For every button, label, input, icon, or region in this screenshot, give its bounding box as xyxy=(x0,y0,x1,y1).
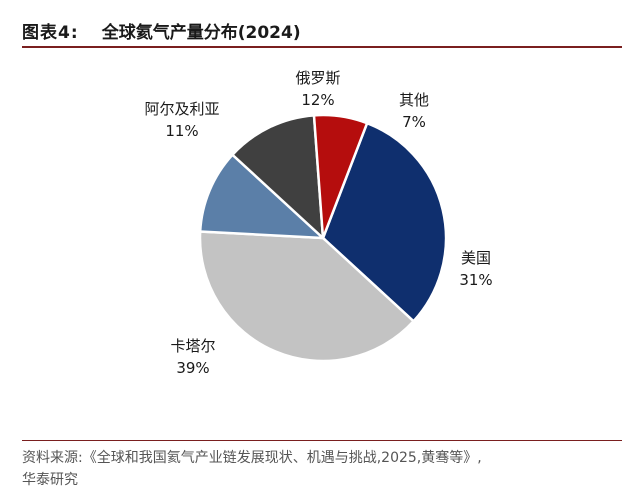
slice-value-label-2: 11% xyxy=(165,122,198,140)
source-note: 资料来源:《全球和我国氦气产业链发展现状、机遇与挑战,2025,黄骞等》, 华泰… xyxy=(22,447,622,491)
slice-value-label-3: 12% xyxy=(301,91,334,109)
source-line-2: 华泰研究 xyxy=(22,472,78,488)
pie-chart: 美国 31% 卡塔尔 39% 阿尔及利亚 11% 俄罗斯 12% 其他 7% xyxy=(144,69,492,377)
figure-label: 图表4: xyxy=(22,23,79,43)
figure-header: 图表4: 全球氦气产量分布(2024) xyxy=(22,18,622,44)
slice-label-0: 美国 xyxy=(461,249,491,267)
pie-slice-2 xyxy=(198,152,327,240)
slice-label-1: 卡塔尔 xyxy=(170,337,215,355)
bottom-divider xyxy=(22,440,622,441)
pie-slice-4 xyxy=(312,113,369,239)
pie-slice-0 xyxy=(321,121,448,324)
chart-area: 美国 31% 卡塔尔 39% 阿尔及利亚 11% 俄罗斯 12% 其他 7% xyxy=(0,52,644,432)
chart-title: 全球氦气产量分布(2024) xyxy=(101,23,301,43)
slice-value-label-0: 31% xyxy=(459,271,492,289)
pie-slice-3 xyxy=(230,113,325,242)
source-line-1: 资料来源:《全球和我国氦气产业链发展现状、机遇与挑战,2025,黄骞等》, xyxy=(22,450,482,466)
slice-label-3: 俄罗斯 xyxy=(295,69,340,87)
slice-value-label-1: 39% xyxy=(176,359,209,377)
pie-slice-1 xyxy=(198,230,416,363)
slice-label-2: 阿尔及利亚 xyxy=(144,100,219,118)
top-divider xyxy=(22,46,622,48)
slice-label-4: 其他 xyxy=(399,91,429,109)
slice-value-label-4: 7% xyxy=(402,113,426,131)
